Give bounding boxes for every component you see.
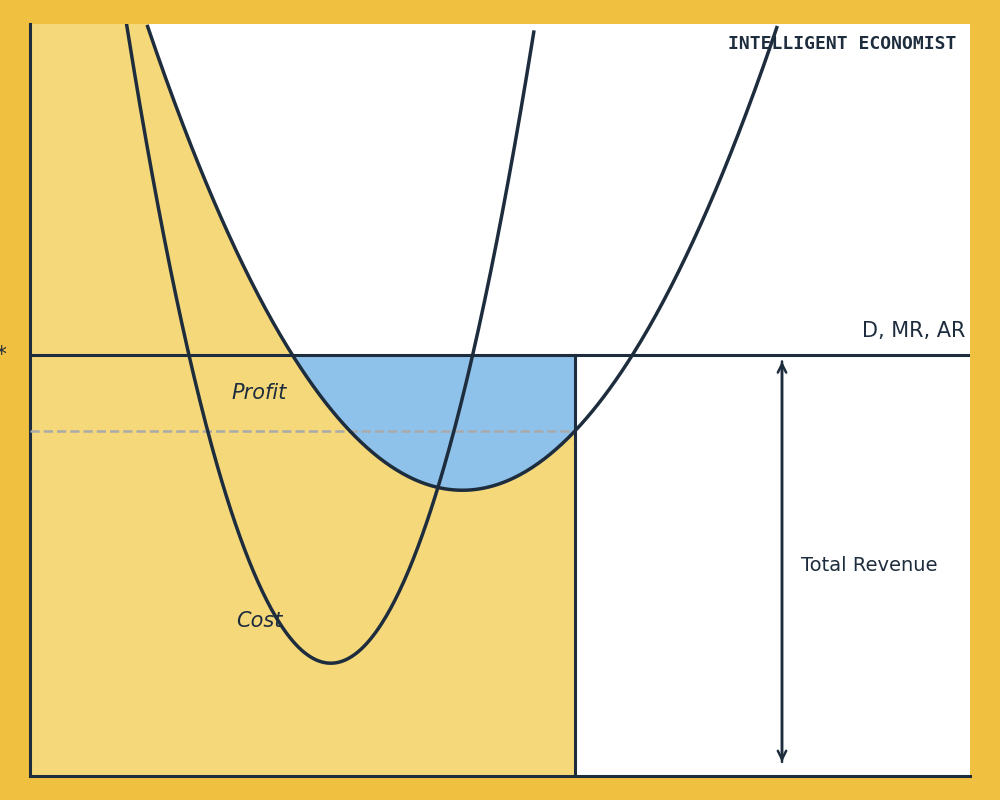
Text: INTELLIGENT ECONOMIST: INTELLIGENT ECONOMIST: [728, 35, 956, 54]
Text: D, MR, AR: D, MR, AR: [862, 322, 965, 342]
Text: Cost: Cost: [236, 610, 282, 630]
Text: Total Revenue: Total Revenue: [801, 556, 937, 575]
Text: P*: P*: [0, 345, 7, 365]
Text: Profit: Profit: [231, 382, 287, 402]
